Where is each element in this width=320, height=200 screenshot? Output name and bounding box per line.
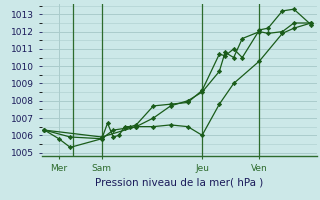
X-axis label: Pression niveau de la mer( hPa ): Pression niveau de la mer( hPa ) (95, 178, 263, 188)
